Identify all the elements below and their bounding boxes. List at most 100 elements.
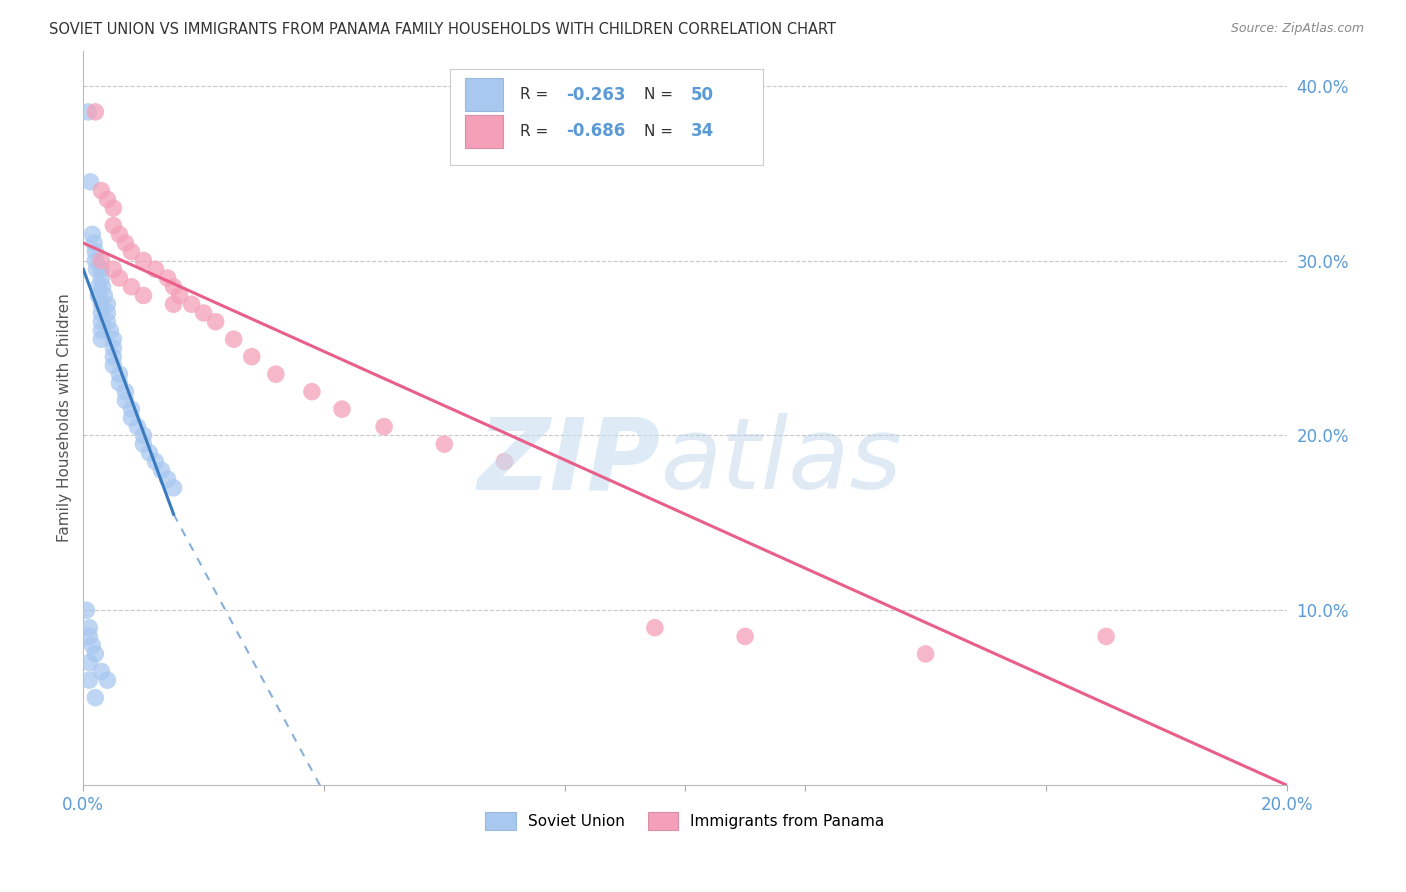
Y-axis label: Family Households with Children: Family Households with Children [58, 293, 72, 542]
Text: R =: R = [520, 124, 553, 139]
Point [1095, 630, 1118, 644]
Point [87, 279, 110, 293]
Point [79, 175, 101, 189]
Point [90, 253, 112, 268]
Text: N =: N = [644, 87, 678, 103]
Point [204, 315, 226, 329]
Point [373, 419, 395, 434]
Point [120, 402, 142, 417]
Point [96, 315, 118, 329]
Point [84, 244, 107, 259]
Point [90, 332, 112, 346]
Point [90, 665, 112, 679]
Text: atlas: atlas [661, 414, 903, 510]
Point [98, 323, 121, 337]
Point [103, 359, 125, 373]
Point [138, 446, 160, 460]
Legend: Soviet Union, Immigrants from Panama: Soviet Union, Immigrants from Panama [479, 806, 891, 836]
Point [169, 288, 191, 302]
Point [90, 262, 112, 277]
Point [156, 472, 179, 486]
Point [79, 673, 101, 688]
Point [644, 621, 666, 635]
Point [108, 227, 131, 242]
Point [82, 638, 104, 652]
Point [120, 279, 142, 293]
Point [103, 341, 125, 355]
Point [114, 384, 136, 399]
Point [103, 201, 125, 215]
Point [77, 104, 100, 119]
Bar [465, 115, 503, 148]
Point [103, 219, 125, 233]
Point [79, 656, 101, 670]
Text: 50: 50 [690, 86, 714, 103]
Point [180, 297, 202, 311]
Text: -0.686: -0.686 [565, 122, 626, 140]
Point [301, 384, 323, 399]
Point [93, 288, 115, 302]
Point [96, 192, 118, 206]
Point [222, 332, 245, 346]
Point [330, 402, 353, 417]
Point [132, 253, 155, 268]
Point [84, 104, 107, 119]
Bar [465, 78, 503, 112]
Point [734, 630, 756, 644]
Point [145, 262, 167, 277]
Point [90, 184, 112, 198]
Point [87, 288, 110, 302]
Point [96, 297, 118, 311]
Point [494, 454, 516, 468]
Point [91, 279, 114, 293]
Point [108, 376, 131, 390]
Point [84, 647, 107, 661]
Point [82, 227, 104, 242]
Point [79, 630, 101, 644]
Point [132, 437, 155, 451]
Point [96, 673, 118, 688]
Point [84, 253, 107, 268]
Point [96, 306, 118, 320]
Point [103, 332, 125, 346]
Point [83, 235, 105, 250]
Text: 34: 34 [690, 122, 714, 140]
Point [103, 350, 125, 364]
Point [114, 393, 136, 408]
Point [90, 323, 112, 337]
Point [240, 350, 263, 364]
Point [162, 297, 184, 311]
Text: Source: ZipAtlas.com: Source: ZipAtlas.com [1230, 22, 1364, 36]
Point [103, 262, 125, 277]
Point [914, 647, 936, 661]
Point [132, 288, 155, 302]
Point [86, 262, 108, 277]
Point [132, 428, 155, 442]
Point [90, 315, 112, 329]
Point [264, 367, 287, 381]
Point [90, 306, 112, 320]
Point [150, 463, 173, 477]
Point [162, 481, 184, 495]
Text: N =: N = [644, 124, 678, 139]
Point [108, 367, 131, 381]
Text: -0.263: -0.263 [565, 86, 626, 103]
Point [193, 306, 215, 320]
Point [162, 279, 184, 293]
Point [108, 271, 131, 285]
Point [127, 419, 149, 434]
FancyBboxPatch shape [450, 69, 763, 164]
Point [90, 271, 112, 285]
Point [433, 437, 456, 451]
Text: R =: R = [520, 87, 553, 103]
Point [156, 271, 179, 285]
Point [90, 297, 112, 311]
Point [114, 235, 136, 250]
Point [120, 410, 142, 425]
Point [79, 621, 101, 635]
Text: SOVIET UNION VS IMMIGRANTS FROM PANAMA FAMILY HOUSEHOLDS WITH CHILDREN CORRELATI: SOVIET UNION VS IMMIGRANTS FROM PANAMA F… [49, 22, 837, 37]
Point [75, 603, 97, 617]
Point [84, 690, 107, 705]
Point [145, 454, 167, 468]
Text: ZIP: ZIP [478, 414, 661, 510]
